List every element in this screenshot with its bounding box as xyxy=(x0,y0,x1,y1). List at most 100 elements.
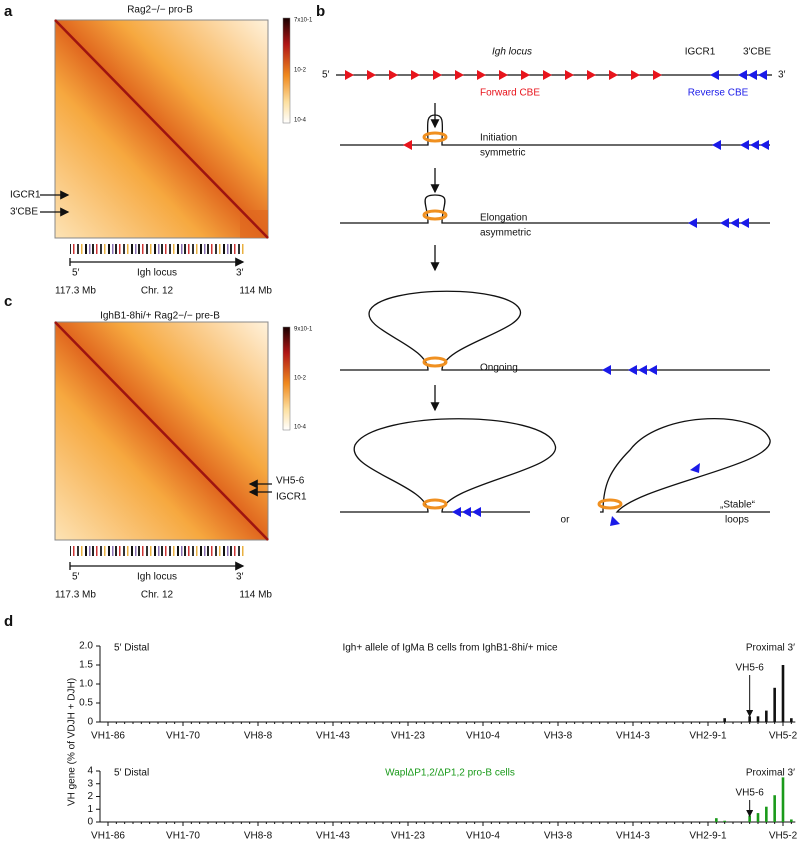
stable-scheme-left xyxy=(340,418,556,517)
y-tick-label: 4 xyxy=(87,766,93,777)
cbe-triangle xyxy=(631,70,640,80)
axis-label: 114 Mb xyxy=(239,286,272,297)
axis-label: Igh locus xyxy=(137,572,177,583)
bar xyxy=(723,820,726,822)
colorbar-label: 7x10-1 xyxy=(294,18,313,24)
x-tick-label: VH2-9-1 xyxy=(689,831,727,841)
y-tick-label: 1.0 xyxy=(79,679,93,690)
arrow-label: IGCR1 xyxy=(276,492,307,503)
locus-strip xyxy=(70,244,245,254)
cbe-triangle xyxy=(521,70,530,80)
stable-label: „Stable“ xyxy=(720,500,755,511)
panel-letter: c xyxy=(4,293,12,310)
bar xyxy=(756,716,760,722)
initiation-scheme xyxy=(340,114,770,150)
or-label: or xyxy=(561,515,571,526)
cbe-triangle xyxy=(499,70,508,80)
x-tick-label: VH1-43 xyxy=(316,831,350,841)
x-tick-label: VH5-2 xyxy=(769,831,798,841)
arrow-label: IGCR1 xyxy=(10,190,41,201)
y-tick-label: 2.0 xyxy=(79,641,93,652)
bar xyxy=(781,665,785,722)
x-tick-label: VH1-70 xyxy=(166,831,200,841)
x-tick-label: VH14-3 xyxy=(616,731,650,742)
locus-strip xyxy=(70,546,245,556)
cbe-triangle xyxy=(367,70,376,80)
x-tick-label: VH1-86 xyxy=(91,831,125,841)
elongation-scheme xyxy=(340,194,770,228)
y-axis-label: VH gene (% of VDJH + DJH) xyxy=(67,678,78,806)
ongoing-scheme xyxy=(340,290,770,375)
heatmap-title: IghB1-8hi/+ Rag2−/− pre-B xyxy=(100,311,220,322)
x-tick-label: VH1-86 xyxy=(91,731,125,742)
forward-cbe xyxy=(345,70,662,80)
panel-b: b Igh locus IGCR1 3′CBE 5′ 3′ Forward CB… xyxy=(316,3,786,526)
y-tick-label: 0 xyxy=(87,717,93,728)
x-tick-label: VH3-8 xyxy=(544,831,573,841)
axis-label: Chr. 12 xyxy=(141,590,174,601)
bar xyxy=(765,710,768,722)
axis-label: 117.3 Mb xyxy=(55,286,96,297)
axis-label: 3′ xyxy=(236,572,244,583)
x-tick-label: VH10-4 xyxy=(466,831,500,841)
cbe-triangle xyxy=(543,70,552,80)
locus-label: IGCR1 xyxy=(685,47,716,58)
x-tick-label: VH1-43 xyxy=(316,731,350,742)
legend-forward: Forward CBE xyxy=(480,88,540,99)
step-label: Ongoing xyxy=(480,363,518,374)
x-tick-label: VH1-23 xyxy=(391,731,425,742)
cbe-triangle xyxy=(433,70,442,80)
colorbar-label: 10-2 xyxy=(294,68,307,74)
heatmap-title: Rag2−/− pro-B xyxy=(127,5,193,16)
cbe-triangle xyxy=(609,70,618,80)
step-label: symmetric xyxy=(480,148,526,159)
bar xyxy=(790,819,793,822)
bar xyxy=(748,716,751,722)
bar xyxy=(773,687,776,722)
axis-label: Chr. 12 xyxy=(141,286,174,297)
annotation: VH5-6 xyxy=(735,663,764,674)
x-tick-label: VH5-2 xyxy=(769,731,798,742)
x-tick-label: VH14-3 xyxy=(616,831,650,841)
right-label: Proximal 3′ xyxy=(746,643,795,654)
panel-a: a Rag2−/− pro-B 7x10-1 10-2 10-4 IGCR1 3… xyxy=(4,3,313,297)
panel-letter: a xyxy=(4,3,13,20)
step-label: Elongation xyxy=(480,213,527,224)
panel-c: c IghB1-8hi/+ Rag2−/− pre-B 9x10-1 10-2 … xyxy=(4,293,313,601)
step-label: asymmetric xyxy=(480,228,531,239)
colorbar xyxy=(282,326,291,431)
cbe-triangle xyxy=(411,70,420,80)
locus-label: 3′CBE xyxy=(743,47,771,58)
x-tick-label: VH2-9-1 xyxy=(689,731,727,742)
locus-end: 3′ xyxy=(778,70,786,81)
x-tick-label: VH1-70 xyxy=(166,731,200,742)
locus-end: 5′ xyxy=(322,70,330,81)
y-tick-label: 3 xyxy=(87,778,93,789)
colorbar-label: 10-2 xyxy=(294,376,307,382)
colorbar xyxy=(282,17,291,124)
cbe-triangle xyxy=(345,70,354,80)
annotation: VH5-6 xyxy=(735,788,764,799)
axis-label: 114 Mb xyxy=(239,590,272,601)
panel-d: d VH gene (% of VDJH + DJH) 0 0.5 1.0 1.5 2.… xyxy=(4,613,798,841)
right-label: Proximal 3′ xyxy=(746,768,795,779)
y-tick-label: 1 xyxy=(87,804,93,815)
panel-letter: d xyxy=(4,613,13,630)
chart-title: Igh+ allele of IgMa B cells from IghB1-8… xyxy=(342,643,558,654)
x-tick-label: VH8-8 xyxy=(244,831,273,841)
axis-label: 3′ xyxy=(236,268,244,279)
bar xyxy=(756,813,760,822)
axis-label: Igh locus xyxy=(137,268,177,279)
left-label: 5′ Distal xyxy=(114,643,149,654)
panel-letter: b xyxy=(316,3,325,20)
colorbar-label: 10-4 xyxy=(294,118,307,124)
reverse-cbe xyxy=(710,70,767,80)
colorbar-label: 9x10-1 xyxy=(294,327,313,333)
chart-title: WaplΔP1,2/ΔP1,2 pro-B cells xyxy=(385,768,515,779)
x-tick-label: VH10-4 xyxy=(466,731,500,742)
axis-label: 117.3 Mb xyxy=(55,590,96,601)
x-tick-label: VH1-23 xyxy=(391,831,425,841)
cbe-triangle xyxy=(455,70,464,80)
bar xyxy=(781,777,785,822)
